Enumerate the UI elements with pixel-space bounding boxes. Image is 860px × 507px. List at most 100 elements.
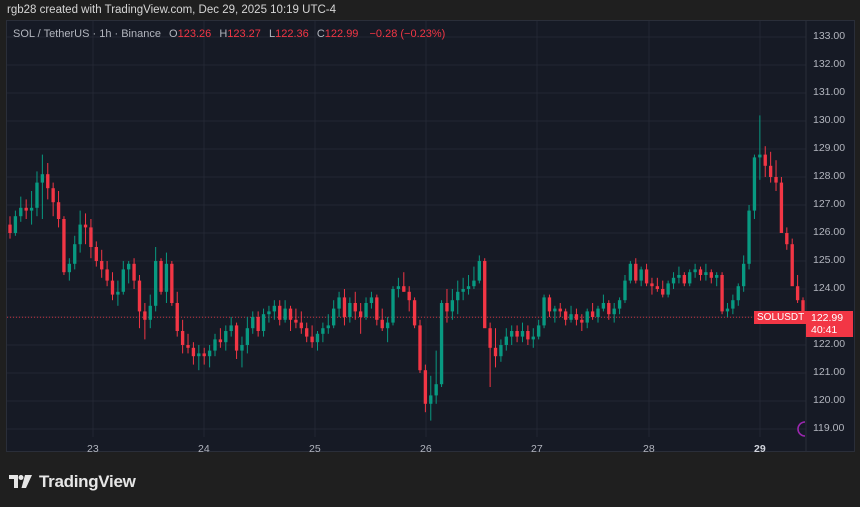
price-axis-label: 128.00	[813, 170, 846, 182]
candle	[747, 205, 751, 270]
candle	[536, 319, 541, 340]
candle	[682, 272, 686, 287]
tradingview-logo-icon	[9, 475, 32, 488]
candle	[305, 322, 309, 343]
time-axis-label: 27	[531, 443, 543, 455]
candle	[218, 328, 223, 348]
symbol-legend: SOL / TetherUS · 1h · Binance O123.26 H1…	[13, 28, 445, 40]
time-axis-label: 26	[420, 443, 432, 455]
candle	[774, 160, 778, 191]
price-axis-label: 125.00	[813, 254, 846, 266]
tradingview-logo[interactable]: TradingView	[9, 472, 136, 492]
candle	[148, 294, 152, 329]
time-axis-label: 29	[754, 443, 766, 455]
candle	[321, 322, 325, 343]
candle	[294, 308, 298, 329]
price-axis-label: 122.00	[813, 338, 846, 350]
candle	[164, 252, 169, 303]
candle	[639, 266, 643, 287]
price-axis-label: 133.00	[813, 30, 846, 42]
candle	[661, 280, 665, 298]
candle	[175, 291, 179, 337]
candle	[191, 342, 196, 365]
candle	[267, 305, 271, 323]
candle	[342, 289, 347, 326]
price-axis-label: 129.00	[813, 142, 846, 154]
open-value: 123.26	[177, 28, 212, 40]
candle	[364, 297, 368, 320]
price-axis-label: 121.00	[813, 366, 846, 378]
candle	[224, 325, 228, 351]
event-marker-icon[interactable]	[795, 420, 807, 438]
candle	[391, 286, 395, 326]
candle	[207, 345, 212, 368]
candle	[8, 216, 12, 239]
candle	[477, 255, 481, 284]
candle	[251, 311, 255, 334]
candle	[337, 291, 341, 317]
candle	[763, 146, 767, 177]
candle	[46, 163, 50, 200]
candle	[288, 305, 293, 331]
candle	[143, 303, 147, 340]
candle	[137, 275, 142, 329]
candle	[429, 375, 433, 421]
candle	[655, 277, 660, 292]
last-price-tag: 122.99 40:41	[806, 311, 853, 337]
candle	[574, 308, 579, 326]
candle	[558, 303, 562, 317]
candle	[785, 227, 789, 250]
candle	[623, 275, 627, 303]
candle	[353, 291, 357, 320]
candle	[526, 325, 530, 345]
candle	[180, 319, 185, 354]
candle	[380, 308, 384, 331]
candle	[62, 216, 66, 275]
candle	[580, 314, 584, 331]
candle	[402, 272, 406, 292]
candle	[89, 219, 93, 259]
candle	[229, 317, 233, 337]
candle	[13, 210, 18, 236]
candle	[110, 272, 115, 301]
candle	[439, 300, 444, 387]
candle	[412, 297, 417, 329]
candle	[94, 241, 98, 267]
candle	[569, 305, 573, 323]
candle	[67, 258, 72, 281]
bar-countdown: 40:41	[811, 324, 838, 336]
close-value: 122.99	[324, 28, 359, 40]
time-axis-label: 24	[198, 443, 210, 455]
candle	[688, 269, 692, 287]
candle	[634, 258, 638, 284]
close-label: C	[316, 28, 325, 40]
tradingview-wordmark: TradingView	[39, 472, 136, 491]
candle	[483, 258, 487, 329]
candle	[315, 331, 320, 351]
candle	[261, 308, 266, 337]
time-axis-label: 23	[87, 443, 99, 455]
candle	[758, 115, 762, 180]
candle	[272, 300, 277, 320]
price-axis-label: 131.00	[813, 86, 846, 98]
candle	[510, 325, 514, 345]
candle	[51, 182, 55, 217]
candle	[197, 345, 201, 371]
candle	[278, 300, 282, 326]
candle	[456, 280, 460, 315]
price-axis-label: 120.00	[813, 394, 846, 406]
low-value: 122.36	[275, 28, 309, 40]
candle	[245, 317, 250, 354]
price-axis-label: 119.00	[813, 422, 845, 434]
candle	[445, 289, 449, 323]
candle	[375, 294, 379, 326]
candle	[369, 291, 374, 309]
candle	[515, 325, 519, 343]
candle	[790, 238, 794, 287]
candle	[563, 308, 568, 326]
candle	[423, 364, 428, 413]
candle	[213, 333, 217, 357]
candle	[725, 303, 730, 317]
price-axis-label: 127.00	[813, 198, 846, 210]
